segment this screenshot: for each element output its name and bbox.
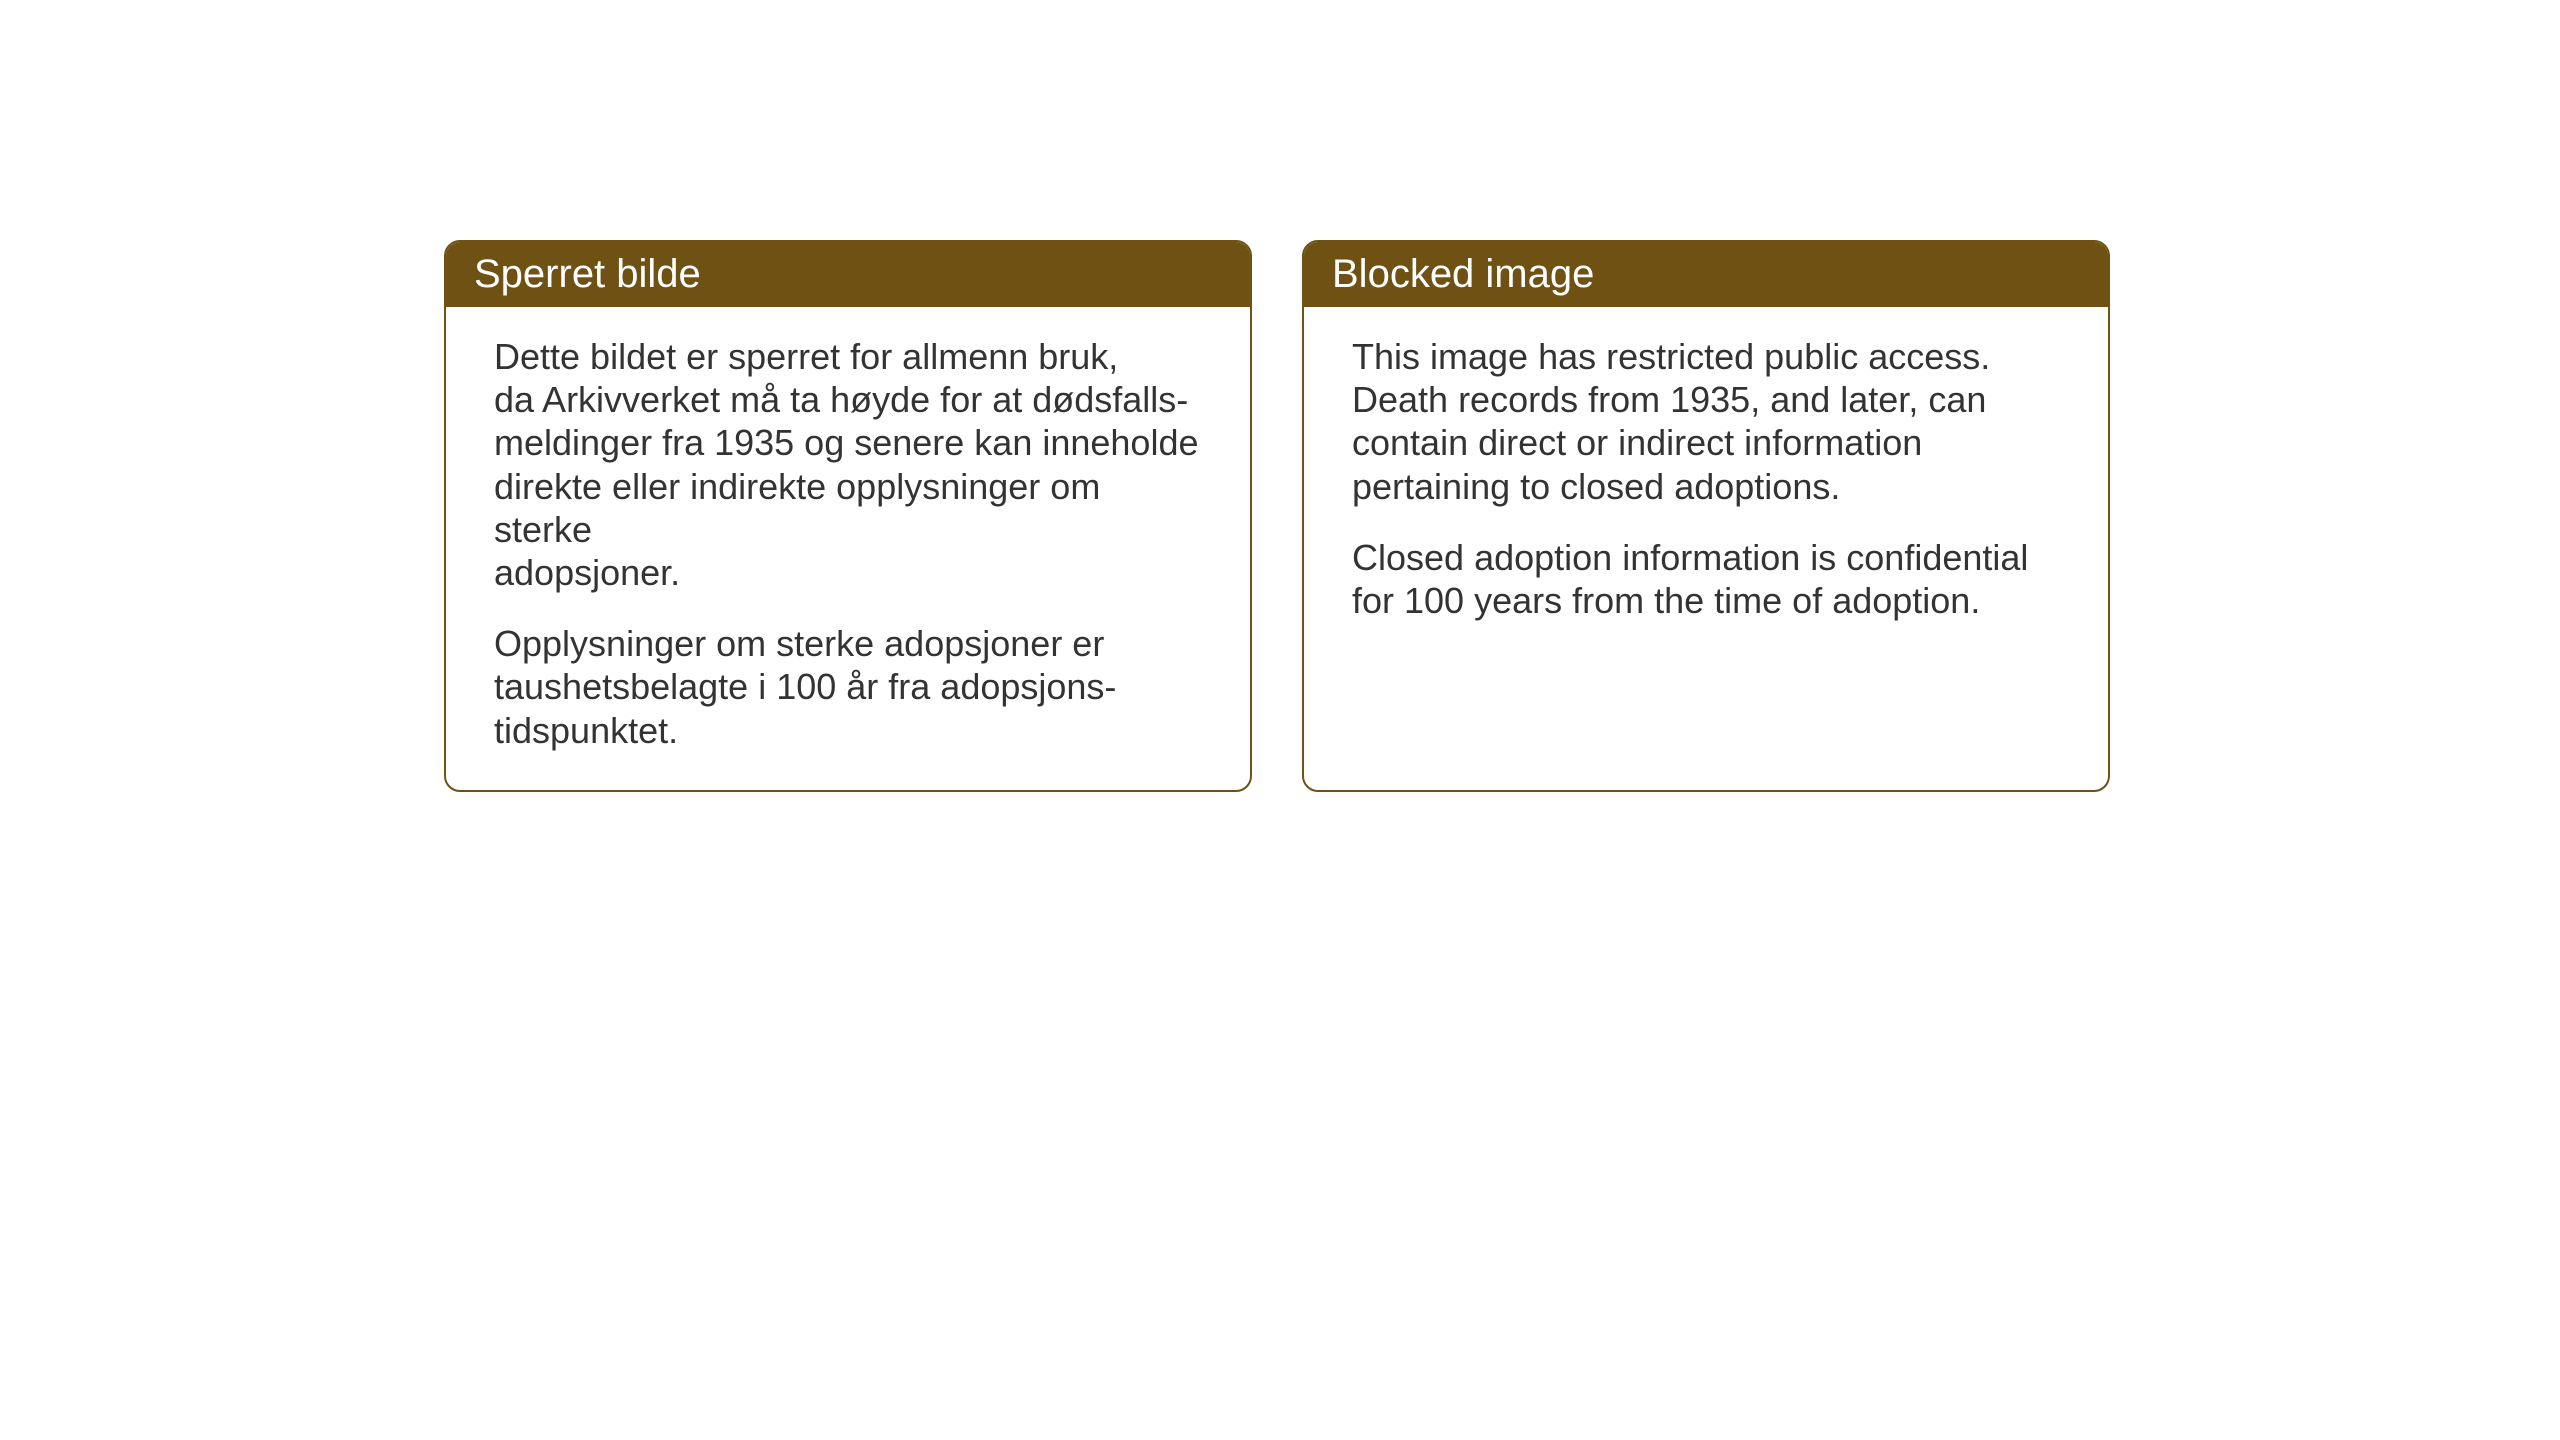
text-line: direkte eller indirekte opplysninger om … <box>494 466 1100 550</box>
english-paragraph-2: Closed adoption information is confident… <box>1352 536 2060 622</box>
text-line: for 100 years from the time of adoption. <box>1352 580 1980 621</box>
english-notice-card: Blocked image This image has restricted … <box>1302 240 2110 792</box>
text-line: Dette bildet er sperret for allmenn bruk… <box>494 336 1118 377</box>
text-line: Closed adoption information is confident… <box>1352 537 2028 578</box>
text-line: Opplysninger om sterke adopsjoner er <box>494 623 1104 664</box>
norwegian-paragraph-2: Opplysninger om sterke adopsjoner er tau… <box>494 622 1202 752</box>
norwegian-notice-card: Sperret bilde Dette bildet er sperret fo… <box>444 240 1252 792</box>
text-line: contain direct or indirect information <box>1352 422 1922 463</box>
english-paragraph-1: This image has restricted public access.… <box>1352 335 2060 508</box>
english-card-body: This image has restricted public access.… <box>1304 307 2108 660</box>
norwegian-card-title: Sperret bilde <box>446 242 1250 307</box>
english-card-title: Blocked image <box>1304 242 2108 307</box>
norwegian-card-body: Dette bildet er sperret for allmenn bruk… <box>446 307 1250 790</box>
text-line: da Arkivverket må ta høyde for at dødsfa… <box>494 379 1188 420</box>
text-line: This image has restricted public access. <box>1352 336 1990 377</box>
text-line: pertaining to closed adoptions. <box>1352 466 1840 507</box>
norwegian-paragraph-1: Dette bildet er sperret for allmenn bruk… <box>494 335 1202 594</box>
cards-container: Sperret bilde Dette bildet er sperret fo… <box>444 240 2110 792</box>
text-line: meldinger fra 1935 og senere kan innehol… <box>494 422 1199 463</box>
text-line: adopsjoner. <box>494 552 680 593</box>
text-line: Death records from 1935, and later, can <box>1352 379 1986 420</box>
text-line: tidspunktet. <box>494 710 678 751</box>
text-line: taushetsbelagte i 100 år fra adopsjons- <box>494 666 1116 707</box>
